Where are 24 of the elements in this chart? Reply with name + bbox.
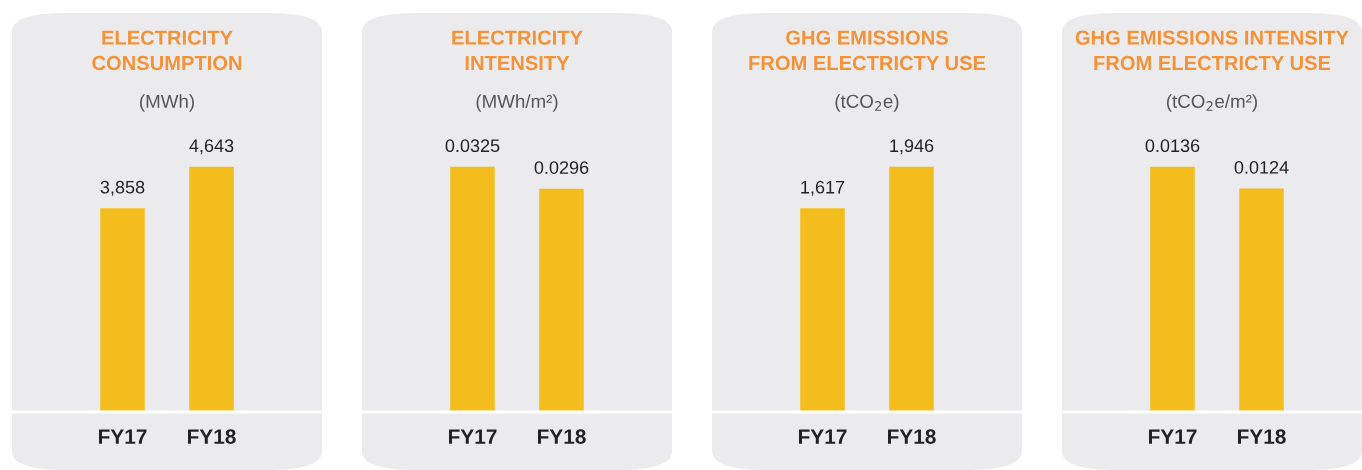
x-tick-label: FY18	[538, 429, 586, 444]
data-label: 0.0296	[534, 161, 589, 174]
chart-subtitle: (tCO$_{2}$e/m²)	[1166, 94, 1257, 112]
x-tick-label: FY17	[99, 429, 147, 444]
data-label: 0.0325	[445, 139, 500, 153]
data-label: 4,643	[189, 139, 234, 155]
chart-subtitle: (MWh/m²)	[476, 94, 558, 112]
x-tick-label: FY17	[799, 429, 847, 444]
chart-subtitle: (tCO$_{2}$e)	[835, 94, 899, 112]
data-label: 3,858	[100, 180, 145, 196]
data-label: 1,946	[890, 139, 934, 155]
x-tick-label: FY18	[188, 429, 236, 444]
x-tick-label: FY18	[1238, 429, 1286, 444]
data-label: 1,617	[801, 180, 845, 196]
data-label: 0.0124	[1234, 160, 1289, 174]
chart-title: GHG EMISSIONS INTENSITY FROM ELECTRICTY USE	[1075, 30, 1349, 71]
x-tick-label: FY18	[888, 429, 936, 444]
x-tick-label: FY17	[1149, 429, 1197, 444]
chart-subtitle: (MWh)	[140, 94, 194, 112]
chart-title: ELECTRICITY CONSUMPTION	[92, 30, 242, 71]
chart-title: GHG EMISSIONS FROM ELECTRICTY USE	[749, 30, 986, 71]
x-tick-label: FY17	[449, 429, 497, 444]
chart-title: ELECTRICITY INTENSITY	[452, 30, 583, 71]
data-label: 0.0136	[1145, 139, 1200, 153]
